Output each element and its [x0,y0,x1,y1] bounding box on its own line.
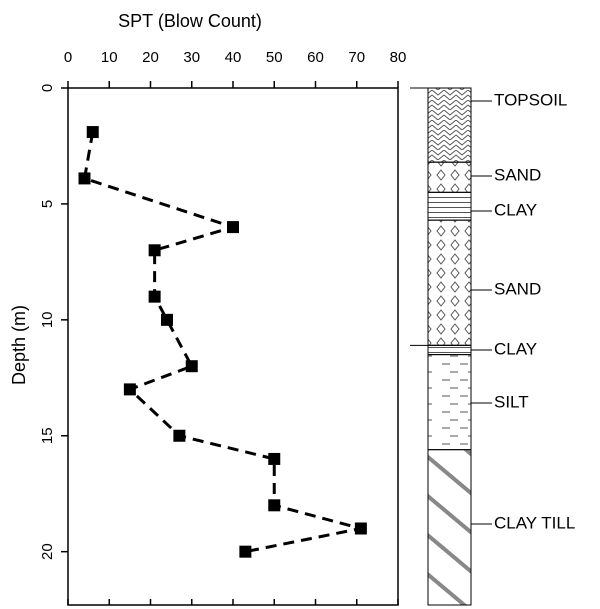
data-point [227,221,239,234]
layer-label: CLAY TILL [494,513,575,532]
x-tick-label: 40 [225,49,242,66]
x-tick-label: 10 [101,49,118,66]
x-axis-title: SPT (Blow Count) [118,11,262,31]
x-tick-label: 0 [64,49,72,66]
y-tick-label: 0 [39,84,56,92]
layer-label: SAND [494,279,541,298]
y-tick-label: 10 [39,311,56,328]
layer-label: SAND [494,165,541,184]
data-point [123,383,136,396]
x-tick-label: 20 [142,49,159,66]
layer-label: TOPSOIL [494,90,567,109]
data-point [354,522,367,535]
y-tick-label: 15 [39,427,56,444]
x-tick-label: 30 [183,49,200,66]
data-point [161,313,173,326]
x-tick-label: 50 [266,49,283,66]
x-tick-label: 70 [348,49,365,66]
data-point [173,429,186,442]
data-point [86,126,99,139]
soil-layer [427,344,472,356]
data-point [185,360,198,373]
y-axis-title: Depth (m) [9,305,29,385]
data-point [148,290,161,303]
data-point [239,545,252,558]
soil-layer [427,161,472,193]
data-point [78,172,91,185]
x-tick-label: 60 [307,49,324,66]
y-tick-label: 5 [39,200,56,208]
layer-label: CLAY [494,200,537,219]
soil-layer [427,449,472,606]
data-point [148,244,161,257]
soil-layer [427,354,472,451]
plot-frame [67,87,399,606]
soil-layer [427,191,472,221]
layer-label: CLAY [494,339,537,358]
data-point [268,452,281,465]
y-tick-label: 20 [39,543,56,560]
x-tick-label: 80 [390,49,407,66]
data-line [82,131,362,554]
layer-label: SILT [494,392,529,411]
data-point [268,499,281,512]
soil-layer [427,87,472,163]
soil-layer [427,219,472,346]
